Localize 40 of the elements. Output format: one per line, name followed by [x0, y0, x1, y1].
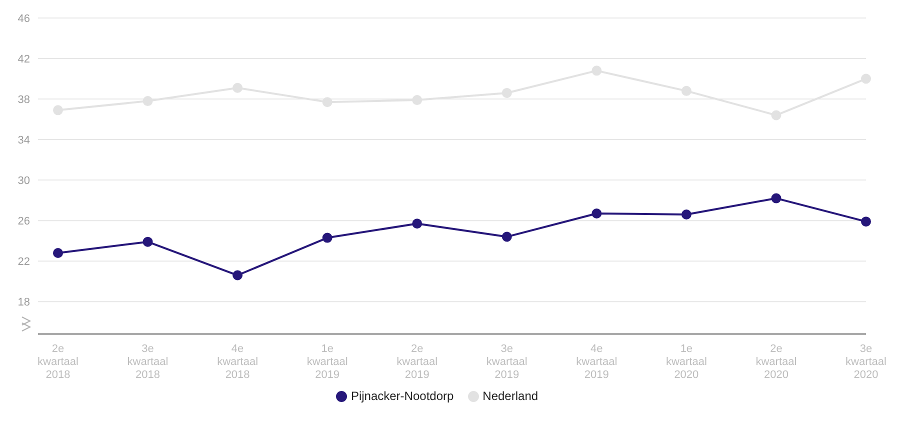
- point: [322, 97, 332, 108]
- y-tick-label: 34: [18, 134, 30, 146]
- x-tick-label: 2e kwartaal 2020: [756, 343, 797, 381]
- y-tick-label: 42: [18, 53, 30, 66]
- point: [681, 209, 692, 220]
- x-tick-label: 3e kwartaal 2020: [846, 343, 886, 381]
- x-tick-label: 1e kwartaal 2019: [306, 343, 348, 381]
- point: [412, 95, 422, 106]
- point: [861, 74, 871, 84]
- point: [53, 105, 63, 116]
- x-tick-label: 1e kwartaal 2020: [666, 343, 707, 381]
- point: [502, 88, 512, 98]
- x-tick-label: 3e kwartaal 2019: [486, 343, 528, 381]
- y-tick-label: 26: [18, 215, 30, 228]
- x-tick-label: 4e kwartaal 2018: [217, 343, 258, 381]
- x-tick-label: 3e kwartaal 2018: [127, 343, 168, 381]
- x-tick-label: 2e kwartaal 2018: [38, 343, 78, 381]
- point: [502, 232, 512, 242]
- point: [771, 110, 782, 120]
- x-tick-label: 4e kwartaal 2019: [576, 343, 618, 381]
- point: [142, 96, 153, 106]
- legend-label: Nederland: [482, 389, 538, 403]
- y-tick-label: 46: [18, 12, 30, 25]
- legend-label: Pijnacker-Nootdorp: [350, 389, 454, 403]
- y-tick-label: 30: [18, 174, 30, 187]
- point: [232, 270, 243, 280]
- point: [412, 218, 422, 229]
- y-tick-label: 18: [18, 296, 30, 308]
- point: [322, 232, 332, 243]
- point: [592, 66, 602, 76]
- point: [232, 82, 243, 93]
- x-tick-label: 2e kwartaal 2019: [396, 343, 438, 381]
- point: [53, 248, 63, 258]
- point: [861, 216, 871, 227]
- point: [142, 236, 153, 247]
- point: [592, 208, 602, 218]
- point: [681, 86, 692, 96]
- point: [771, 193, 782, 204]
- y-tick-label: 22: [18, 256, 30, 268]
- y-tick-label: 38: [18, 94, 30, 106]
